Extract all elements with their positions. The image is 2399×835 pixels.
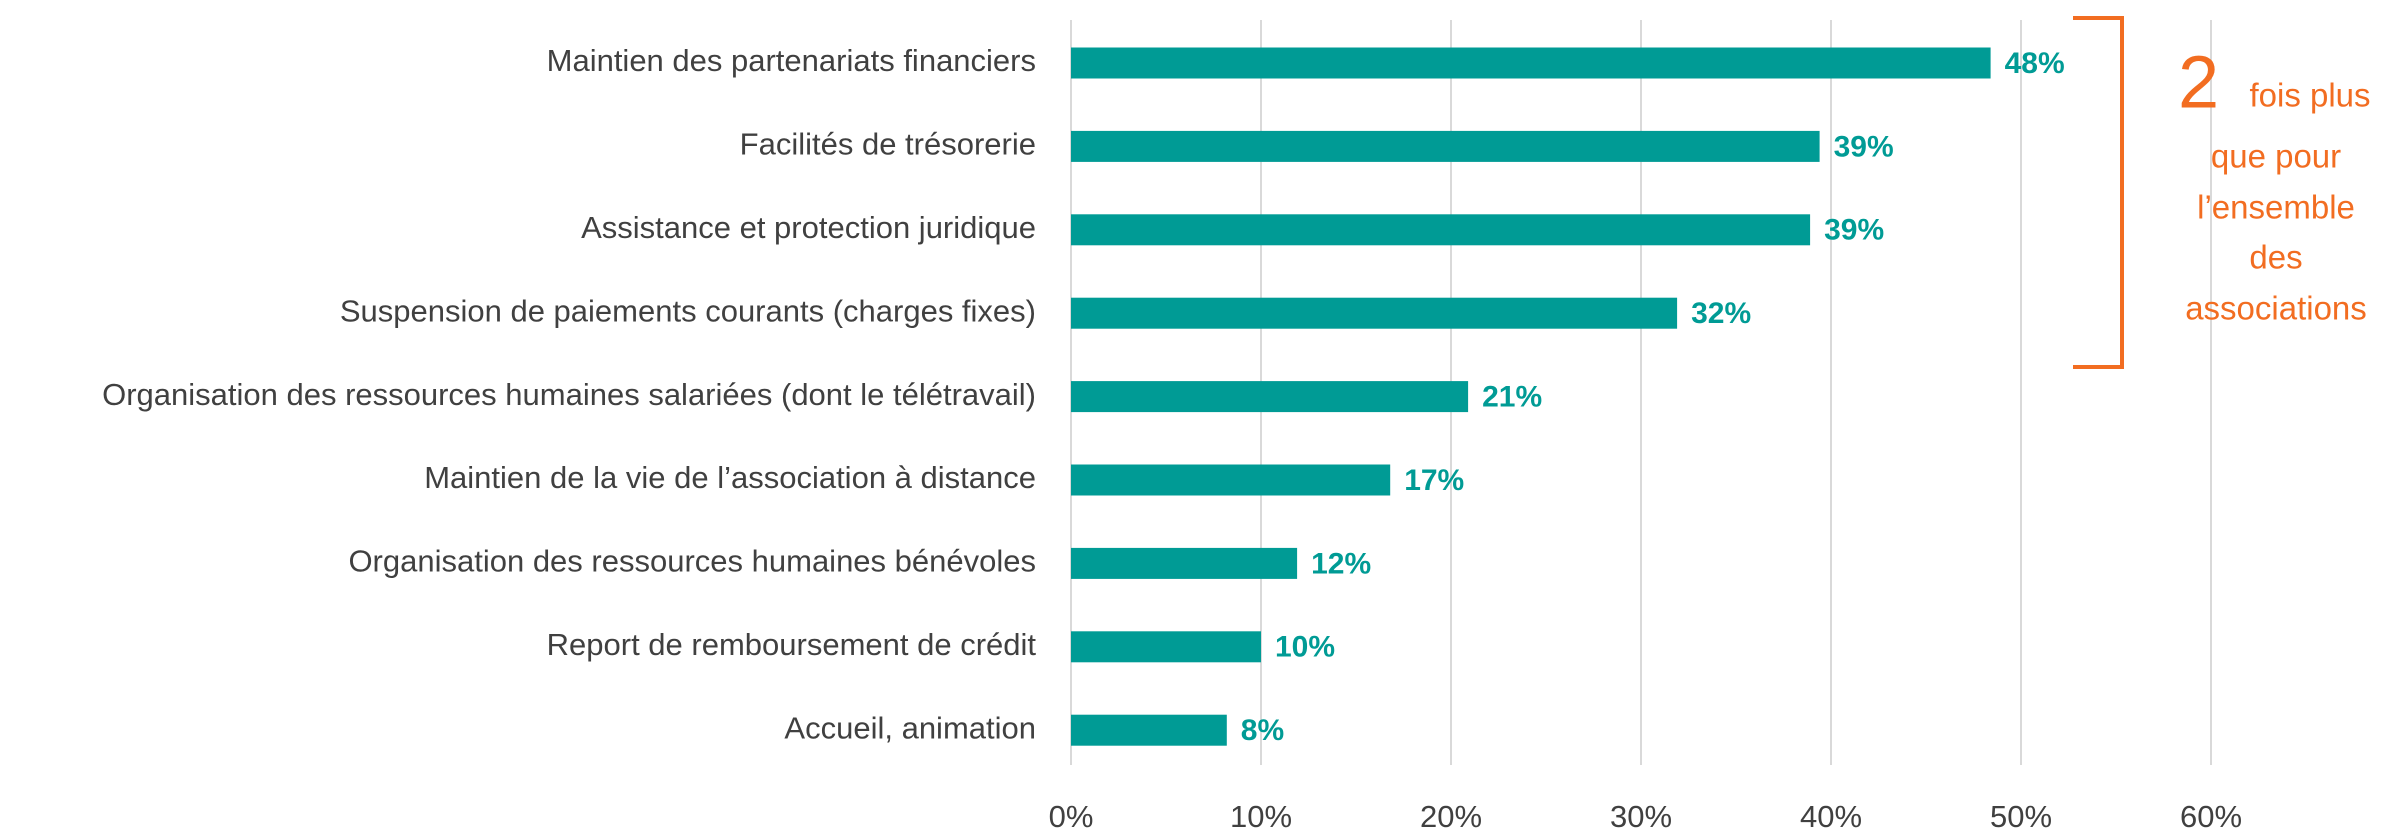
category-label: Assistance et protection juridique [581,210,1036,245]
value-label: 48% [2005,47,2065,80]
x-tick-label: 50% [1990,799,2052,834]
category-label: Facilités de trésorerie [740,127,1036,162]
annotation-line: des [2249,239,2302,276]
bar [1071,297,1678,329]
category-label: Accueil, animation [784,710,1036,745]
value-label: 12% [1311,547,1371,580]
value-label: 21% [1482,381,1542,414]
value-label: 39% [1834,130,1894,163]
category-label: Report de remboursement de crédit [547,627,1037,662]
category-label: Organisation des ressources humaines bén… [348,544,1036,579]
category-label: Suspension de paiements courants (charge… [340,293,1036,328]
bar [1071,214,1811,246]
bar [1071,381,1469,413]
value-label: 8% [1241,714,1284,747]
category-label: Maintien de la vie de l’association à di… [424,460,1036,495]
bracket [2073,16,2124,369]
x-tick-label: 10% [1230,799,1292,834]
bar [1071,47,1991,79]
value-label: 32% [1691,297,1751,330]
annotation-line: associations [2185,290,2367,327]
annotation-line: l’ensemble [2197,189,2355,226]
value-label: 17% [1404,464,1464,497]
annotation-line: que pour [2211,138,2341,175]
x-tick-label: 20% [1420,799,1482,834]
x-tick-label: 60% [2180,799,2242,834]
category-label: Maintien des partenariats financiers [547,43,1036,78]
bar [1071,631,1261,663]
bar [1071,714,1227,746]
annotation-number: 2 [2178,41,2219,124]
bar [1071,130,1820,162]
x-tick-label: 40% [1800,799,1862,834]
value-label: 10% [1275,631,1335,664]
x-tick-label: 0% [1049,799,1094,834]
category-label: Organisation des ressources humaines sal… [102,377,1036,412]
value-label: 39% [1824,214,1884,247]
bar [1071,547,1298,579]
bar [1071,464,1391,496]
x-tick-label: 30% [1610,799,1672,834]
annotation-line: fois plus [2249,77,2370,114]
